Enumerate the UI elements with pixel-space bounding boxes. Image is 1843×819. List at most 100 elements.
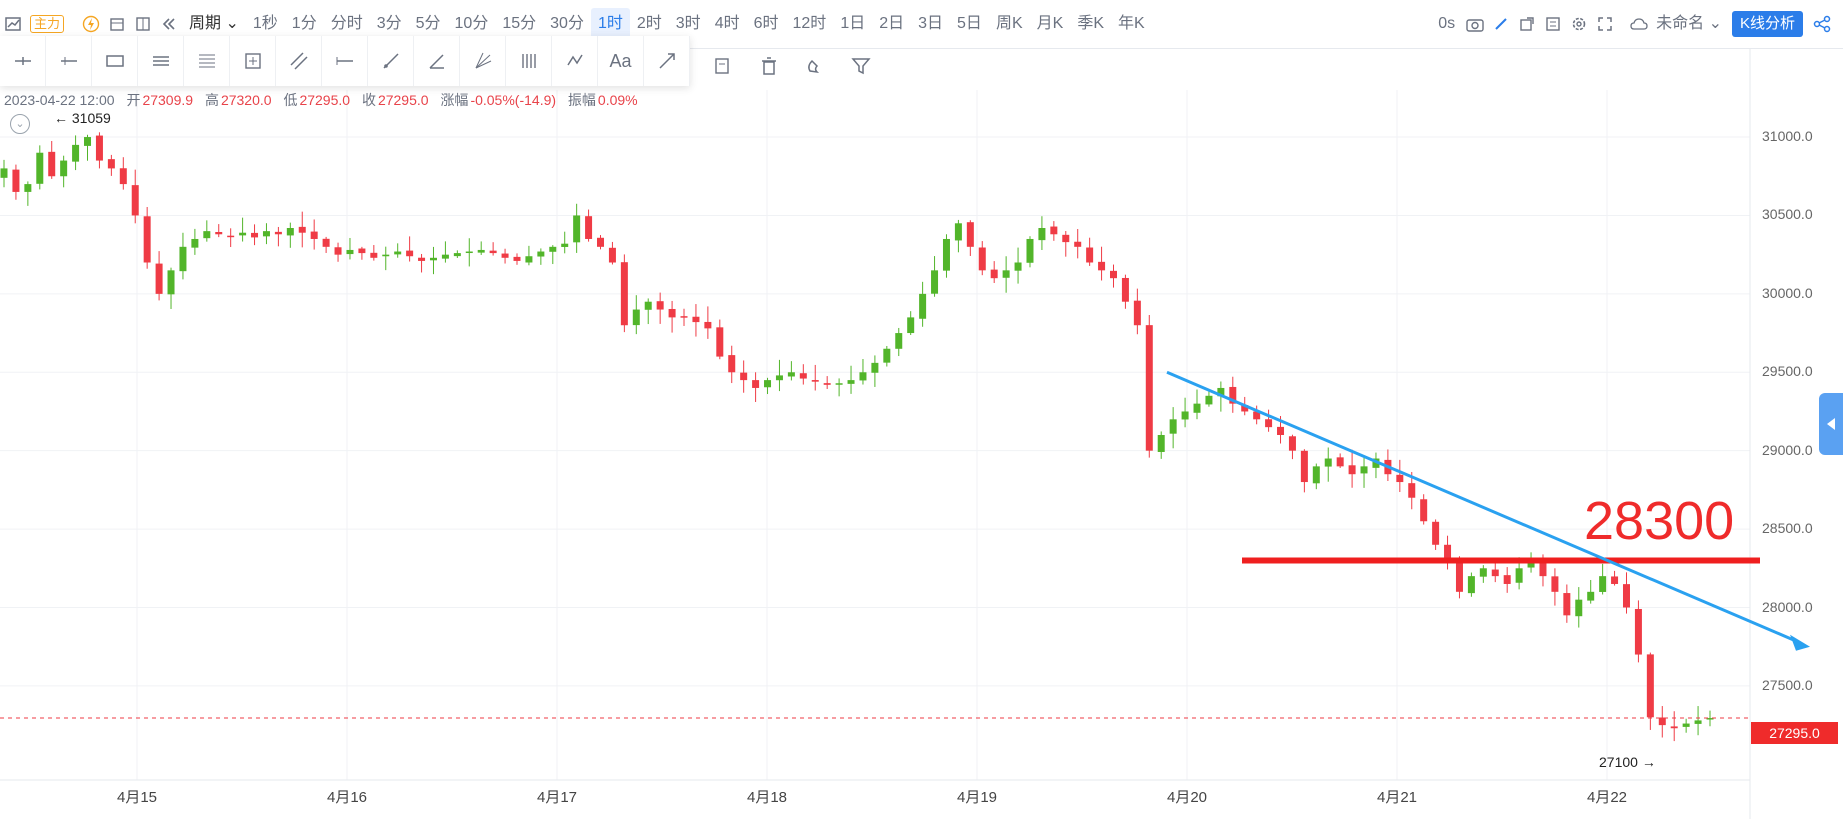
candle-body	[513, 256, 521, 261]
period-item[interactable]: 5分	[415, 15, 441, 32]
period-item[interactable]: 6时	[753, 15, 779, 32]
candle-body	[835, 383, 843, 385]
candle-body	[668, 308, 676, 318]
candle-body	[215, 232, 223, 235]
period-item[interactable]: 1分	[291, 15, 317, 32]
period-item[interactable]: 月K	[1036, 15, 1064, 32]
period-item[interactable]: 1日	[840, 15, 866, 32]
candle-body	[1587, 591, 1595, 601]
candle-body	[60, 160, 68, 177]
period-item[interactable]: 30分	[550, 15, 584, 32]
candle-body	[370, 252, 378, 258]
period-item[interactable]: 12时	[792, 15, 827, 32]
rectangle-icon[interactable]	[92, 36, 138, 86]
candle-body	[72, 144, 80, 162]
period-item[interactable]: 分时	[330, 15, 363, 32]
filter-icon[interactable]	[838, 46, 884, 86]
period-item[interactable]: 3分	[376, 15, 402, 32]
candle-body	[1539, 559, 1547, 577]
y-tick-label: 30000.0	[1762, 284, 1813, 301]
period-item[interactable]: 季K	[1077, 15, 1104, 32]
main-force-badge[interactable]: 主力	[30, 15, 65, 33]
candle-body	[95, 135, 103, 161]
candle-body	[1706, 718, 1714, 720]
period-item[interactable]: 2时	[636, 15, 662, 32]
period-item[interactable]: 3日	[918, 15, 944, 32]
right-tools: 0s 未命名 ⌄ K线分析	[1431, 0, 1843, 48]
candle-body	[1229, 386, 1237, 404]
candle-body	[239, 232, 247, 236]
period-item[interactable]: 15分	[502, 15, 537, 32]
chart-type-icon[interactable]	[0, 8, 26, 40]
candle-body	[1050, 226, 1058, 235]
period-item[interactable]: 5日	[957, 15, 982, 32]
cross-line-icon[interactable]	[0, 36, 46, 86]
candle-body	[1527, 560, 1535, 568]
cloud-icon[interactable]	[1626, 8, 1652, 40]
candle-body	[429, 257, 437, 261]
candle-body	[1002, 270, 1010, 278]
calendar-icon[interactable]	[104, 8, 130, 40]
period-item[interactable]: 10分	[454, 15, 489, 32]
period-item[interactable]: 年K	[1118, 15, 1145, 32]
collapse-icon[interactable]: ⌄	[10, 114, 30, 134]
rewind-icon[interactable]	[156, 8, 182, 40]
pattern-icon[interactable]	[552, 36, 598, 86]
edit-icon[interactable]	[700, 46, 746, 86]
kline-analysis-button[interactable]: K线分析	[1731, 11, 1803, 37]
side-panel-toggle[interactable]	[1819, 393, 1843, 455]
current-price-tag: 27295.0	[1751, 722, 1838, 744]
candle-body	[1074, 241, 1082, 247]
period-item[interactable]: 1时	[590, 8, 630, 40]
low-label: 低	[283, 92, 298, 108]
price-range-icon[interactable]	[230, 36, 276, 86]
candle-body	[418, 257, 426, 261]
layout-icon[interactable]	[130, 8, 156, 40]
camera-icon[interactable]	[1462, 8, 1488, 40]
period-item[interactable]: 周K	[995, 15, 1023, 32]
lightning-icon[interactable]	[78, 8, 104, 40]
period-item[interactable]: 4时	[714, 15, 740, 32]
pencil-icon[interactable]	[1488, 8, 1514, 40]
low-marker-value: 27100	[1599, 754, 1638, 770]
layout-name-dropdown[interactable]: 未命名 ⌄	[1652, 8, 1726, 40]
trend-line-icon[interactable]	[368, 36, 414, 86]
candle-body	[0, 168, 8, 178]
share-icon[interactable]	[1809, 8, 1835, 40]
horizontal-ray-icon[interactable]	[46, 36, 92, 86]
candle-body	[1336, 457, 1344, 467]
period-item[interactable]: 1秒	[252, 15, 278, 32]
period-dropdown[interactable]: 周期 ⌄	[182, 8, 246, 40]
candle-body	[561, 243, 569, 247]
text-tool-icon[interactable]: Aa	[598, 36, 644, 86]
target-level-label: 28300	[1584, 491, 1735, 551]
close-label: 收	[361, 92, 376, 108]
angle-icon[interactable]	[414, 36, 460, 86]
candle-body	[406, 250, 414, 257]
x-tick-label: 4月22	[1586, 789, 1628, 806]
y-tick-label: 30500.0	[1762, 206, 1813, 223]
fibonacci-icon[interactable]	[184, 36, 230, 86]
candle-body	[811, 380, 819, 382]
candle-body	[441, 254, 449, 259]
indicator-icon[interactable]	[1540, 8, 1566, 40]
segment-icon[interactable]	[322, 36, 368, 86]
parallel-lines-icon[interactable]	[138, 36, 184, 86]
candle-body	[167, 270, 175, 295]
fullscreen-icon[interactable]	[1592, 8, 1618, 40]
vertical-lines-icon[interactable]	[506, 36, 552, 86]
trash-icon[interactable]	[746, 46, 792, 86]
candle-body	[608, 247, 616, 263]
gear-icon[interactable]	[1566, 8, 1592, 40]
period-item[interactable]: 2日	[879, 15, 905, 32]
expand-window-icon[interactable]	[1514, 8, 1540, 40]
channel-icon[interactable]	[276, 36, 322, 86]
arrow-tool-icon[interactable]	[644, 36, 690, 86]
gann-fan-icon[interactable]	[460, 36, 506, 86]
candle-body	[310, 231, 318, 239]
candle-body	[1348, 465, 1356, 475]
period-item[interactable]: 3时	[675, 15, 701, 32]
candle-body	[1312, 466, 1320, 484]
high-marker-label: ← 31059	[54, 110, 111, 126]
magnet-icon[interactable]	[792, 46, 838, 86]
